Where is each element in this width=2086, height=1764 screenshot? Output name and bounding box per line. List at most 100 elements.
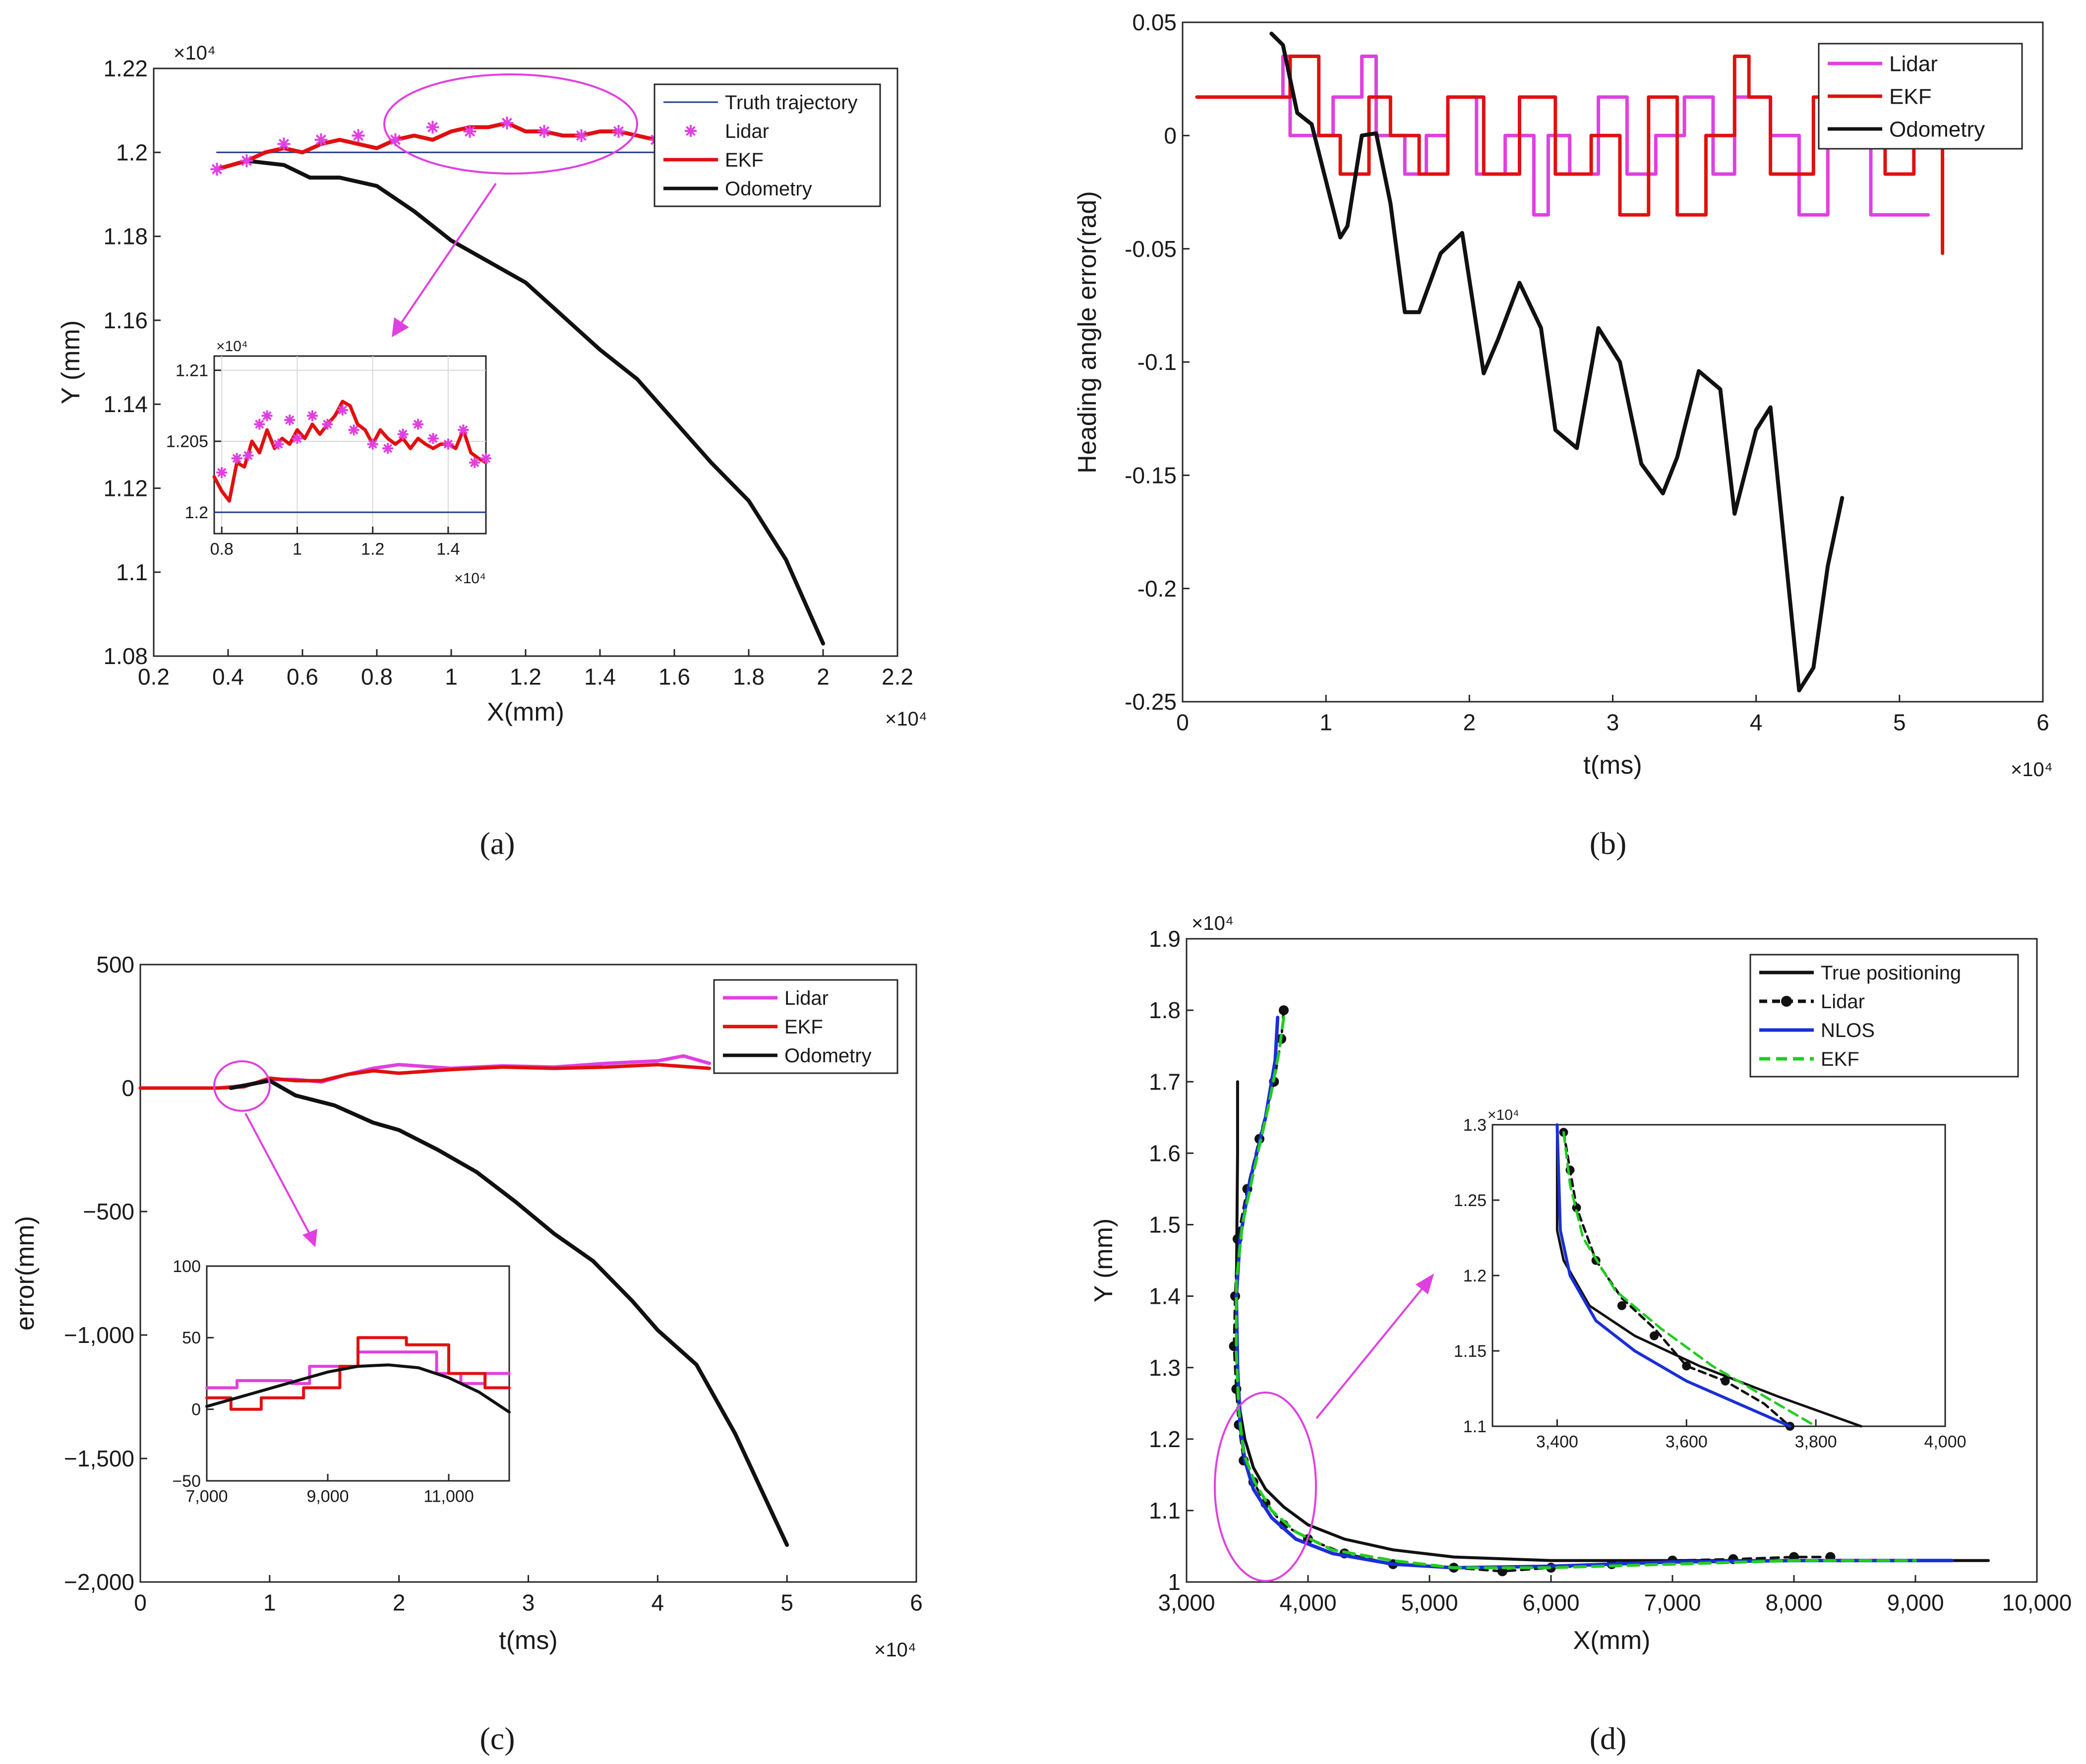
panel-d-inset-ekf-line <box>1562 1131 1817 1428</box>
panel-c-inset-ytick-label: 50 <box>182 1329 201 1347</box>
panel-a-ytick-label: 1.22 <box>103 56 148 81</box>
panel-c-xtick-label: 0 <box>134 1590 147 1616</box>
panel-a-legend-entry: EKF <box>663 149 764 171</box>
panel-a-legend-label: EKF <box>725 149 764 171</box>
panel-d-inset-xtick-label: 3,800 <box>1795 1433 1837 1452</box>
panel-a-inset-ytick-label: 1.205 <box>166 432 208 451</box>
panel-d-nlos-line <box>1234 1016 1954 1570</box>
panel-b-xexp: ×10⁴ <box>2011 759 2053 781</box>
panel-a-zoom-arrow <box>396 182 497 331</box>
panel-a-inset-lidar-point <box>292 433 303 444</box>
panel-a-legend-box <box>654 83 881 207</box>
panel-a: 0.2 0.4 0.6 0.8 1 1.2 1.4 1.6 1.8 2 2.2 1.08 1.1 1.12… <box>57 42 927 861</box>
panel-d-ekf-line <box>1235 1016 1917 1570</box>
panel-d-ytick-label: 1.8 <box>1149 997 1181 1023</box>
panel-a-xtick-label: 0.8 <box>361 664 393 690</box>
panel-c-xtick-label: 3 <box>522 1590 535 1616</box>
panel-a-inset-lidar-point <box>261 410 273 422</box>
panel-c-ytick-label: −1,500 <box>64 1446 134 1471</box>
panel-a-inset-xexp: ×10⁴ <box>454 570 486 587</box>
panel-a-lidar-point <box>537 124 551 138</box>
panel-b-legend-entry: EKF <box>1828 84 1932 109</box>
panel-d-ytick-label: 1 <box>1168 1569 1181 1595</box>
panel-a-xtick-label: 0.4 <box>212 664 244 690</box>
panel-d-legend-marker <box>1781 996 1792 1007</box>
panel-d-legend-label: Lidar <box>1821 991 1865 1013</box>
panel-a-yexp: ×10⁴ <box>174 42 216 64</box>
panel-c-zoom-arrowhead <box>302 1229 317 1247</box>
panel-c-xtick-label: 4 <box>652 1590 664 1616</box>
panel-d-ytick-label: 1.4 <box>1149 1283 1181 1309</box>
panel-a-zoom-ellipse <box>383 73 638 175</box>
panel-a-xtick-label: 2.2 <box>882 664 913 690</box>
panel-a-legend-label: Lidar <box>725 121 769 142</box>
panel-c-inset-xtick-label: 9,000 <box>306 1487 349 1506</box>
panel-c-legend-entry: Odometry <box>723 1045 872 1067</box>
panel-d-legend-entry: EKF <box>1759 1048 1859 1070</box>
panel-a-inset-xtick-label: 1.2 <box>361 540 384 559</box>
panel-b-ytick-label: 0 <box>1164 122 1177 148</box>
panel-a-lidar-point <box>612 124 625 138</box>
panel-a-xtick-label: 1.8 <box>733 664 765 690</box>
panel-c-zoom-ellipse <box>213 1060 271 1112</box>
panel-d-legend-label: EKF <box>1821 1048 1859 1070</box>
panel-c-ytick-label: −2,000 <box>64 1569 134 1595</box>
panel-a-inset-lidar-point <box>284 414 296 426</box>
panel-d-inset-ytick-label: 1.3 <box>1463 1116 1487 1135</box>
panel-a-ytick-label: 1.12 <box>103 476 148 501</box>
panel-a-inset-lidar-point <box>382 443 394 454</box>
panel-a-zoom-arrowhead <box>392 317 409 337</box>
panel-b-xtick-label: 5 <box>1893 710 1906 735</box>
panel-d-legend-entry: Lidar <box>1759 991 1865 1013</box>
panel-d-inset-lidar-line <box>1562 1131 1791 1428</box>
panel-c-xtick-label: 2 <box>393 1590 406 1616</box>
panel-a-xtick-label: 0.2 <box>138 664 170 690</box>
panel-a-inset-lidar-point <box>442 438 454 450</box>
panel-d-legend-entry: NLOS <box>1759 1020 1875 1041</box>
panel-d-ylabel: Y (mm) <box>1089 1218 1118 1302</box>
panel-d-xtick-label: 7,000 <box>1644 1590 1701 1616</box>
panel-a-lidar-point <box>277 137 291 151</box>
panel-c-legend-entry: Lidar <box>723 987 829 1009</box>
panel-a-inset-lidar-point <box>216 467 228 478</box>
panel-c-ytick-label: −500 <box>83 1199 134 1224</box>
panel-b-ylabel: Heading angle error(rad) <box>1073 191 1102 473</box>
panel-c-xtick-label: 5 <box>780 1590 793 1616</box>
panel-a-ytick-label: 1.16 <box>103 307 148 333</box>
panel-c-inset-xtick-label: 11,000 <box>423 1487 474 1506</box>
panel-a-inset-lidar-point <box>254 419 265 430</box>
panel-a-lidar-point <box>426 121 439 134</box>
panel-c-odometry-line <box>229 1079 789 1547</box>
panel-d-inset-nlos-line <box>1555 1123 1791 1428</box>
panel-d-xtick-label: 5,000 <box>1401 1590 1458 1616</box>
panel-a-inset-lidar-point <box>397 428 409 440</box>
panel-a-inset-lidar-point <box>322 419 333 430</box>
panel-b-xtick-label: 0 <box>1176 710 1189 735</box>
panel-c-xtick-label: 1 <box>263 1590 276 1616</box>
panel-a-inset-xtick-label: 1.4 <box>436 540 460 559</box>
panel-a-xexp: ×10⁴ <box>885 708 927 730</box>
panel-a-lidar-point <box>575 129 588 142</box>
panel-c-ylabel: error(mm) <box>11 1216 40 1331</box>
panel-b-odometry-line <box>1269 31 1845 693</box>
panel-a-legend-label: Truth trajectory <box>725 92 857 114</box>
panel-a-xtick-label: 0.6 <box>287 664 318 690</box>
panel-b-legend-label: Odometry <box>1889 117 1985 141</box>
panel-c-ytick-label: 500 <box>96 952 134 977</box>
panel-a-xlabel: X(mm) <box>487 698 564 727</box>
panel-c-inset-ytick-label: −50 <box>172 1472 201 1491</box>
panel-c-caption: (c) <box>479 1721 515 1756</box>
panel-c-ytick-label: 0 <box>121 1075 134 1101</box>
panel-a-lidar-point <box>352 129 365 142</box>
panel-a-inset-ytick-label: 1.2 <box>185 503 208 522</box>
panel-a-legend-entry: Lidar <box>685 121 769 142</box>
panel-c-inset-odometry-line <box>205 1363 511 1414</box>
panel-d-inset-xtick-label: 3,400 <box>1536 1433 1578 1452</box>
panel-a-xtick-label: 1.4 <box>584 664 616 690</box>
panel-d-inset-xtick-label: 3,600 <box>1666 1433 1708 1452</box>
panel-d-inset-lidar-point <box>1617 1301 1626 1310</box>
panel-c-xtick-label: 6 <box>910 1590 923 1616</box>
panel-b-xtick-label: 4 <box>1750 710 1763 735</box>
panel-a-xtick-label: 1.2 <box>510 664 541 690</box>
